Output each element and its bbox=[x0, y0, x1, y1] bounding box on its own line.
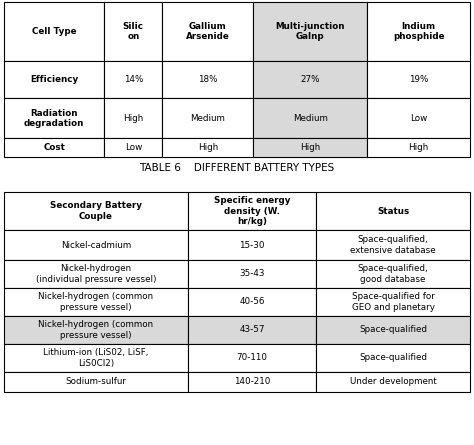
Bar bbox=[316, 372, 470, 392]
Text: TABLE 6    DIFFERENT BATTERY TYPES: TABLE 6 DIFFERENT BATTERY TYPES bbox=[139, 163, 335, 173]
Text: Space-qualified,
good database: Space-qualified, good database bbox=[358, 264, 428, 284]
Bar bbox=[253, 2, 367, 61]
Text: Sodium-sulfur: Sodium-sulfur bbox=[65, 377, 127, 387]
Bar bbox=[316, 316, 470, 344]
Text: Nickel-hydrogen (common
pressure vessel): Nickel-hydrogen (common pressure vessel) bbox=[38, 292, 154, 312]
Text: Radiation
degradation: Radiation degradation bbox=[24, 109, 84, 128]
Text: Nickel-hydrogen
(individual pressure vessel): Nickel-hydrogen (individual pressure ves… bbox=[36, 264, 156, 284]
Bar bbox=[253, 138, 367, 157]
Bar bbox=[163, 98, 253, 138]
Bar bbox=[104, 61, 163, 98]
Bar bbox=[316, 288, 470, 316]
Text: Status: Status bbox=[377, 206, 409, 215]
Bar bbox=[4, 230, 188, 260]
Text: 15-30: 15-30 bbox=[239, 240, 265, 250]
Bar bbox=[163, 61, 253, 98]
Bar bbox=[188, 192, 316, 230]
Bar bbox=[253, 98, 367, 138]
Bar bbox=[4, 288, 188, 316]
Bar bbox=[316, 192, 470, 230]
Text: 14%: 14% bbox=[124, 75, 143, 84]
Text: Low: Low bbox=[410, 114, 428, 123]
Text: Nickel-hydrogen (common
pressure vessel): Nickel-hydrogen (common pressure vessel) bbox=[38, 320, 154, 340]
Bar bbox=[188, 260, 316, 288]
Text: Under development: Under development bbox=[350, 377, 437, 387]
Text: Gallium
Arsenide: Gallium Arsenide bbox=[186, 22, 230, 41]
Text: 27%: 27% bbox=[301, 75, 320, 84]
Bar bbox=[316, 344, 470, 372]
Text: Multi-junction
Galnp: Multi-junction Galnp bbox=[276, 22, 345, 41]
Text: Cost: Cost bbox=[43, 143, 65, 152]
Bar bbox=[4, 61, 104, 98]
Text: Lithium-ion (LiS02, LiSF,
LiS0Cl2): Lithium-ion (LiS02, LiSF, LiS0Cl2) bbox=[43, 348, 149, 368]
Bar bbox=[104, 98, 163, 138]
Bar bbox=[253, 61, 367, 98]
Text: 18%: 18% bbox=[198, 75, 218, 84]
Bar bbox=[163, 2, 253, 61]
Text: Space-qualified,
extensive database: Space-qualified, extensive database bbox=[350, 235, 436, 255]
Bar bbox=[316, 260, 470, 288]
Text: Medium: Medium bbox=[293, 114, 328, 123]
Text: Cell Type: Cell Type bbox=[32, 27, 76, 36]
Bar bbox=[4, 260, 188, 288]
Text: Specific energy
density (W.
hr/kg): Specific energy density (W. hr/kg) bbox=[214, 196, 291, 226]
Bar bbox=[4, 344, 188, 372]
Text: High: High bbox=[198, 143, 218, 152]
Bar bbox=[163, 138, 253, 157]
Text: Low: Low bbox=[125, 143, 142, 152]
Bar bbox=[4, 192, 188, 230]
Bar bbox=[367, 98, 470, 138]
Text: 19%: 19% bbox=[409, 75, 428, 84]
Text: Space-qualified for
GEO and planetary: Space-qualified for GEO and planetary bbox=[352, 292, 435, 312]
Text: 43-57: 43-57 bbox=[239, 325, 265, 335]
Text: High: High bbox=[300, 143, 320, 152]
Bar bbox=[188, 316, 316, 344]
Text: Silic
on: Silic on bbox=[123, 22, 144, 41]
Bar bbox=[188, 372, 316, 392]
Bar bbox=[104, 2, 163, 61]
Text: High: High bbox=[123, 114, 144, 123]
Text: Secondary Battery
Couple: Secondary Battery Couple bbox=[50, 201, 142, 221]
Text: Indium
phosphide: Indium phosphide bbox=[393, 22, 445, 41]
Bar bbox=[367, 2, 470, 61]
Text: 70-110: 70-110 bbox=[237, 353, 268, 363]
Bar bbox=[367, 138, 470, 157]
Text: Space-qualified: Space-qualified bbox=[359, 325, 427, 335]
Text: Efficiency: Efficiency bbox=[30, 75, 78, 84]
Bar bbox=[316, 230, 470, 260]
Bar bbox=[188, 230, 316, 260]
Bar bbox=[4, 372, 188, 392]
Bar bbox=[4, 98, 104, 138]
Bar bbox=[367, 61, 470, 98]
Text: 35-43: 35-43 bbox=[239, 270, 265, 279]
Bar bbox=[4, 2, 104, 61]
Text: Medium: Medium bbox=[191, 114, 225, 123]
Text: 140-210: 140-210 bbox=[234, 377, 270, 387]
Bar bbox=[4, 316, 188, 344]
Text: Space-qualified: Space-qualified bbox=[359, 353, 427, 363]
Bar bbox=[188, 344, 316, 372]
Bar bbox=[4, 138, 104, 157]
Text: 40-56: 40-56 bbox=[239, 298, 265, 307]
Text: Nickel-cadmium: Nickel-cadmium bbox=[61, 240, 131, 250]
Text: High: High bbox=[409, 143, 429, 152]
Bar bbox=[188, 288, 316, 316]
Bar bbox=[104, 138, 163, 157]
